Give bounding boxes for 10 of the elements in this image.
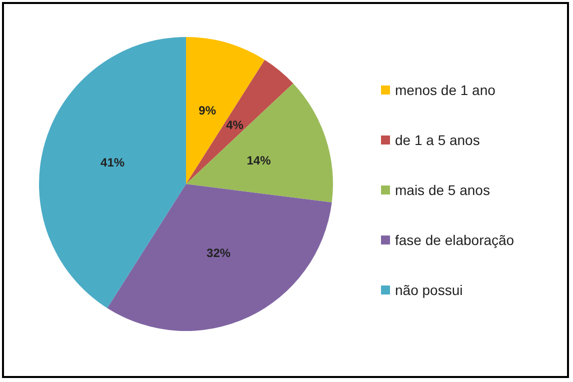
legend-label: fase de elaboração xyxy=(395,232,514,248)
legend-label: mais de 5 anos xyxy=(395,182,490,198)
legend-label: de 1 a 5 anos xyxy=(395,132,480,148)
data-label: 14% xyxy=(246,153,272,168)
data-label: 4% xyxy=(226,118,244,132)
legend-label: não possui xyxy=(395,282,463,298)
data-label: 9% xyxy=(198,104,216,118)
data-label: 41% xyxy=(100,156,125,170)
data-label: 32% xyxy=(206,246,231,260)
legend-label: menos de 1 ano xyxy=(395,82,496,98)
